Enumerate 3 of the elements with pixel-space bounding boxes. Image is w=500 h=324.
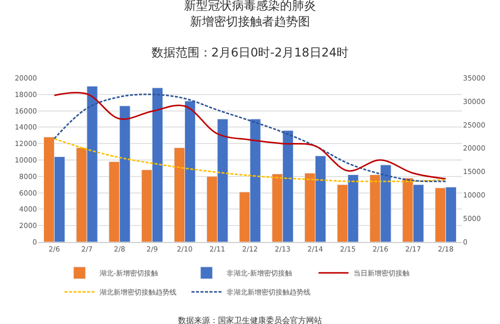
source-note: 数据来源：国家卫生健康委员会官方网站 — [178, 316, 322, 324]
chart-subtitle: 数据范围：2月6日0时-2月18日24时 — [151, 46, 349, 60]
line-series — [54, 138, 446, 182]
